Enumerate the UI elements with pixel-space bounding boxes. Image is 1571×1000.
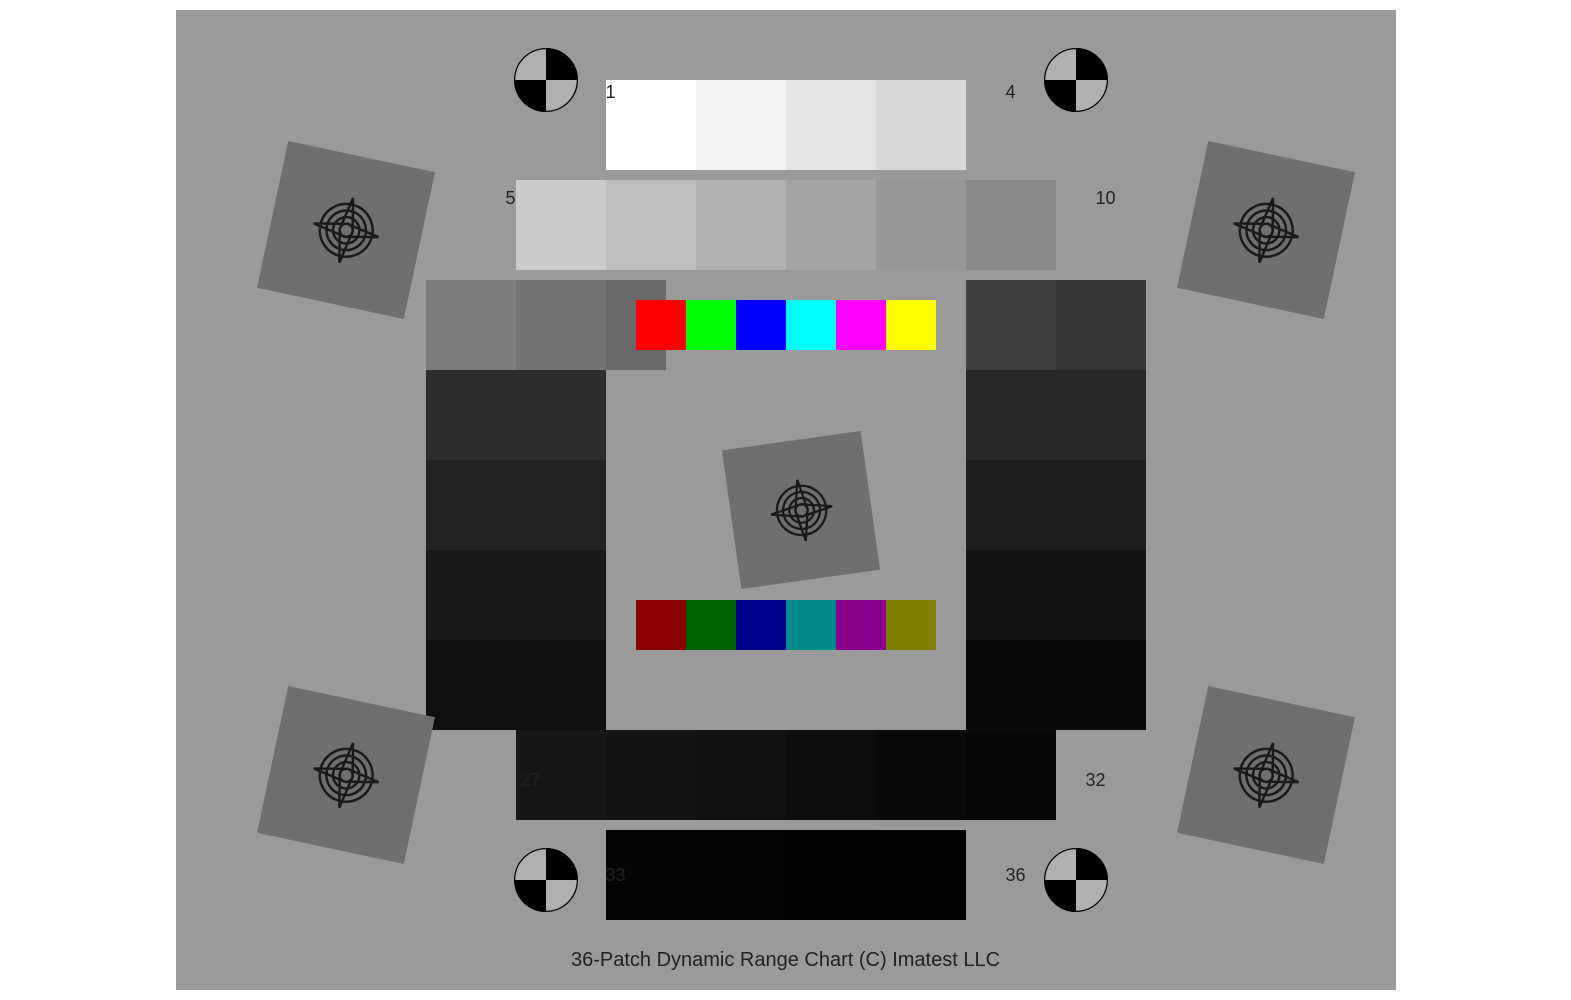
fiducial-marker <box>1044 848 1108 912</box>
gray-patch-23b <box>516 550 606 640</box>
gray-patch-11 <box>426 280 516 370</box>
color-bright-1 <box>686 300 736 350</box>
gray-patch-19b <box>516 370 606 460</box>
gray-patch-20 <box>1056 370 1146 460</box>
patch-label-32: 32 <box>1086 770 1106 791</box>
gray-patch-28 <box>606 730 696 820</box>
patch-label-5: 5 <box>506 188 516 209</box>
fiducial-icon <box>1044 48 1108 112</box>
gray-patch-12 <box>516 280 606 370</box>
color-dark-0 <box>636 600 686 650</box>
registration-pattern-icon <box>1217 726 1315 824</box>
gray-patch-26 <box>1056 640 1146 730</box>
gray-patch-21b <box>516 460 606 550</box>
patch-label-36: 36 <box>1006 865 1026 886</box>
gray-patch-20b <box>966 370 1056 460</box>
corner-tile-2 <box>257 686 435 864</box>
corner-tile-0 <box>257 141 435 319</box>
gray-patch-6 <box>606 180 696 270</box>
patch-label-10: 10 <box>1096 188 1116 209</box>
fiducial-marker <box>514 48 578 112</box>
fiducial-icon <box>1044 848 1108 912</box>
color-dark-5 <box>886 600 936 650</box>
color-bright-4 <box>836 300 886 350</box>
gray-patch-21 <box>426 460 516 550</box>
gray-patch-24 <box>1056 550 1146 640</box>
gray-patch-24b <box>966 550 1056 640</box>
gray-patch-2 <box>696 80 786 170</box>
gray-patch-26b <box>966 640 1056 730</box>
patch-label-4: 4 <box>1006 82 1016 103</box>
corner-tile-3 <box>1177 686 1355 864</box>
gray-patch-34 <box>696 830 786 920</box>
gray-patch-22 <box>1056 460 1146 550</box>
patch-label-33: 33 <box>606 865 626 886</box>
gray-patch-4 <box>876 80 966 170</box>
fiducial-icon <box>514 48 578 112</box>
gray-patch-7 <box>696 180 786 270</box>
gray-patch-3 <box>786 80 876 170</box>
gray-patch-32 <box>966 730 1056 820</box>
patch-label-1: 1 <box>606 82 616 103</box>
corner-tile-1 <box>1177 141 1355 319</box>
gray-patch-36 <box>876 830 966 920</box>
patch-label-27: 27 <box>521 770 541 791</box>
color-dark-1 <box>686 600 736 650</box>
gray-patch-29 <box>696 730 786 820</box>
gray-patch-5 <box>516 180 606 270</box>
registration-pattern-icon <box>757 467 844 554</box>
color-bright-3 <box>786 300 836 350</box>
color-dark-4 <box>836 600 886 650</box>
gray-patch-22b <box>966 460 1056 550</box>
color-bright-0 <box>636 300 686 350</box>
registration-pattern-icon <box>1217 181 1315 279</box>
fiducial-icon <box>514 848 578 912</box>
gray-patch-35 <box>786 830 876 920</box>
fiducial-marker <box>514 848 578 912</box>
registration-pattern-icon <box>297 181 395 279</box>
gray-patch-8 <box>786 180 876 270</box>
gray-patch-19 <box>426 370 516 460</box>
gray-patch-1 <box>606 80 696 170</box>
color-bright-5 <box>886 300 936 350</box>
gray-patch-25 <box>426 640 516 730</box>
center-tile <box>721 431 879 589</box>
gray-patch-23 <box>426 550 516 640</box>
gray-patch-25b <box>516 640 606 730</box>
chart-caption: 36-Patch Dynamic Range Chart (C) Imatest… <box>176 949 1396 972</box>
gray-patch-10 <box>966 180 1056 270</box>
gray-patch-31 <box>876 730 966 820</box>
gray-patch-18 <box>1056 280 1146 370</box>
gray-patch-9 <box>876 180 966 270</box>
color-dark-2 <box>736 600 786 650</box>
color-bright-2 <box>736 300 786 350</box>
test-chart: 1 4 5 10 27 32 33 36 36-Patch Dynamic Range Char… <box>176 10 1396 990</box>
gray-patch-30 <box>786 730 876 820</box>
registration-pattern-icon <box>297 726 395 824</box>
gray-patch-17 <box>966 280 1056 370</box>
fiducial-marker <box>1044 48 1108 112</box>
color-dark-3 <box>786 600 836 650</box>
